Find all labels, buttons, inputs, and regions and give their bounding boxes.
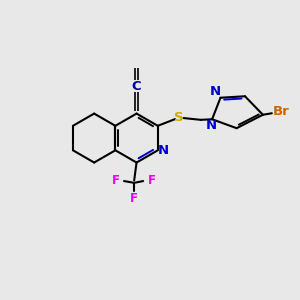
Text: Br: Br — [272, 105, 289, 118]
Text: N: N — [206, 119, 217, 132]
Text: F: F — [112, 174, 120, 187]
Text: C: C — [132, 80, 141, 93]
Text: N: N — [210, 85, 221, 98]
Text: F: F — [130, 192, 138, 205]
Text: S: S — [175, 111, 184, 124]
Text: F: F — [148, 174, 155, 187]
Text: N: N — [158, 144, 169, 157]
